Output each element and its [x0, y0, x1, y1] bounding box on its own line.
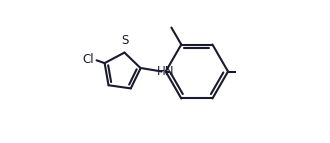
- Text: HN: HN: [157, 65, 175, 78]
- Text: S: S: [121, 34, 129, 47]
- Text: Cl: Cl: [82, 53, 94, 66]
